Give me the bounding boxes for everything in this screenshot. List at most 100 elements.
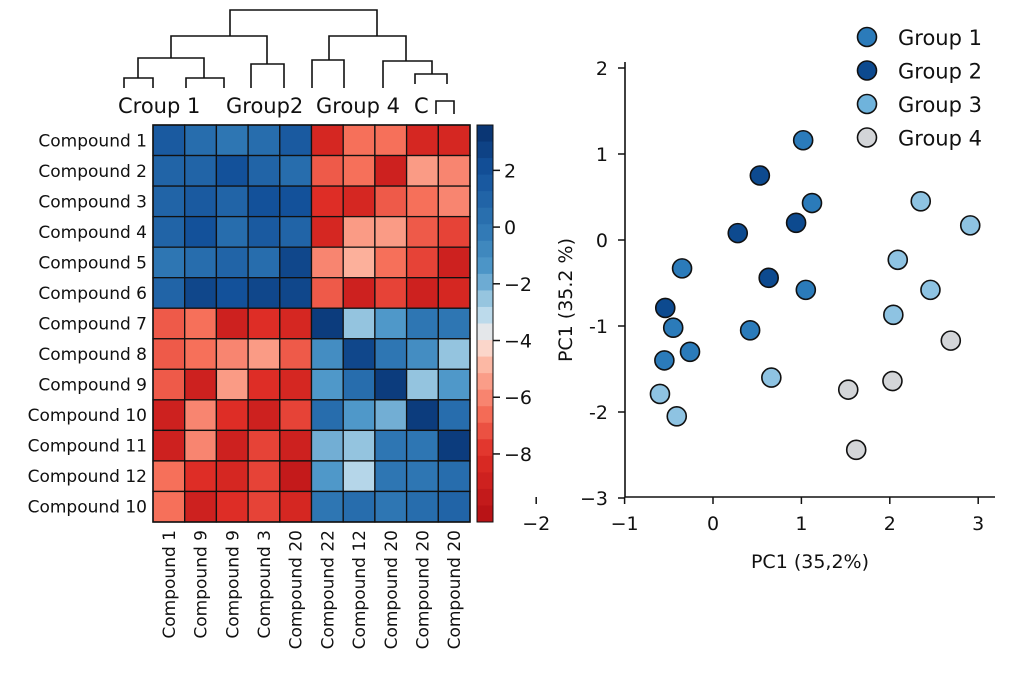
- heatmap-cell: [405, 338, 439, 370]
- heatmap-cell: [437, 368, 471, 401]
- colorbar-band: [477, 323, 493, 341]
- heatmap-cell: [342, 277, 376, 309]
- data-point: [666, 405, 688, 427]
- colorbar-band: [477, 257, 493, 275]
- heatmap-cell: [279, 154, 313, 187]
- heatmap-cell: [215, 429, 249, 462]
- heatmap-cell: [374, 124, 408, 157]
- column-label: Compound 20: [413, 530, 433, 649]
- data-point: [882, 370, 903, 392]
- dendrogram: [123, 9, 455, 114]
- colorbar-band: [477, 488, 493, 506]
- heatmap-cell: [374, 277, 408, 309]
- heatmap-cell: [437, 460, 471, 493]
- heatmap-cell: [152, 307, 186, 340]
- heatmap-cell: [405, 185, 439, 218]
- heatmap-cell: [437, 124, 471, 157]
- data-point: [649, 383, 671, 405]
- colorbar-band: [477, 505, 493, 523]
- heatmap-cell: [152, 368, 186, 401]
- heatmap-cell: [405, 368, 439, 401]
- heatmap-cell: [342, 154, 376, 187]
- heatmap-cell: [152, 246, 186, 279]
- heatmap-cell: [437, 399, 471, 432]
- heatmap-cell: [405, 307, 439, 340]
- heatmap-cell: [374, 246, 408, 279]
- row-label: Compound 8: [38, 345, 147, 365]
- heatmap-cell: [342, 246, 376, 279]
- heatmap-cell: [215, 490, 249, 523]
- column-label: Compound 3: [255, 530, 275, 639]
- heatmap-cell: [184, 277, 218, 309]
- heatmap-cell: [279, 277, 313, 309]
- row-label: Compound 9: [38, 376, 147, 396]
- heatmap-cell: [152, 185, 186, 218]
- data-point: [785, 212, 807, 234]
- heatmap-cell: [437, 429, 471, 462]
- data-point: [910, 191, 932, 212]
- data-point: [845, 439, 867, 461]
- heatmap-cell: [437, 490, 471, 523]
- heatmap-cell: [310, 246, 344, 279]
- heatmap-cell: [184, 338, 218, 370]
- heatmap-cell: [279, 215, 313, 248]
- heatmap-cell: [279, 490, 313, 523]
- heatmap-cell: [310, 460, 344, 493]
- data-point: [940, 330, 962, 351]
- heatmap-cell: [374, 460, 408, 493]
- legend-marker: [856, 93, 878, 115]
- heatmap-cell: [215, 185, 249, 218]
- heatmap-cell: [342, 460, 376, 493]
- heatmap-cell: [310, 215, 344, 248]
- colorbar-band: [477, 306, 493, 324]
- row-label: Compound 10: [28, 498, 147, 518]
- heatmap-cell: [310, 368, 344, 401]
- data-point: [887, 249, 909, 271]
- legend-label: Group 1: [898, 26, 982, 50]
- heatmap-cell: [247, 154, 281, 187]
- colorbar-tick-label: 0: [504, 217, 516, 239]
- heatmap-cell: [374, 307, 408, 340]
- data-point: [959, 215, 981, 236]
- heatmap-cell: [215, 154, 249, 187]
- row-label: Compound 7: [38, 315, 147, 335]
- colorbar-band: [477, 125, 493, 143]
- heatmap-cell: [247, 185, 281, 218]
- y-tick-label: -2: [589, 402, 608, 424]
- heatmap-cell: [405, 124, 439, 157]
- colorbar-band: [477, 158, 493, 176]
- heatmap-cell: [342, 399, 376, 432]
- heatmap-cell: [405, 215, 439, 248]
- data-point: [662, 317, 684, 339]
- x-tick-label: −2: [522, 513, 550, 535]
- heatmap-cell: [342, 307, 376, 340]
- colorbar-band: [477, 224, 493, 242]
- y-tick-label: 2: [596, 58, 608, 80]
- heatmap-cell: [374, 490, 408, 523]
- heatmap-cell: [247, 338, 281, 370]
- heatmap-cell: [152, 460, 186, 493]
- colorbar-tick-label: −8: [504, 444, 532, 466]
- heatmap-cell: [342, 215, 376, 248]
- heatmap-cell: [215, 246, 249, 279]
- heatmap-border: [152, 124, 471, 523]
- data-point: [837, 379, 859, 400]
- heatmap-cell: [152, 154, 186, 187]
- heatmap-cell: [215, 399, 249, 432]
- row-label: Compound 10: [28, 406, 147, 426]
- heatmap-cell: [247, 124, 281, 157]
- heatmap-cell: [310, 154, 344, 187]
- heatmap-cell: [405, 460, 439, 493]
- heatmap-cell: [310, 124, 344, 157]
- x-tick-label: 3: [972, 513, 984, 535]
- x-tick-label: 0: [707, 513, 719, 535]
- legend-label: Group 2: [898, 60, 982, 84]
- heatmap-cell: [374, 399, 408, 432]
- heatmap-cell: [342, 124, 376, 157]
- colorbar-band: [477, 406, 493, 424]
- row-label: Compound 12: [28, 467, 147, 487]
- heatmap-cell: [215, 460, 249, 493]
- x-tick-label: 1: [795, 513, 807, 535]
- dendrogram-label: Group2: [226, 94, 303, 118]
- heatmap-cell: [215, 338, 249, 370]
